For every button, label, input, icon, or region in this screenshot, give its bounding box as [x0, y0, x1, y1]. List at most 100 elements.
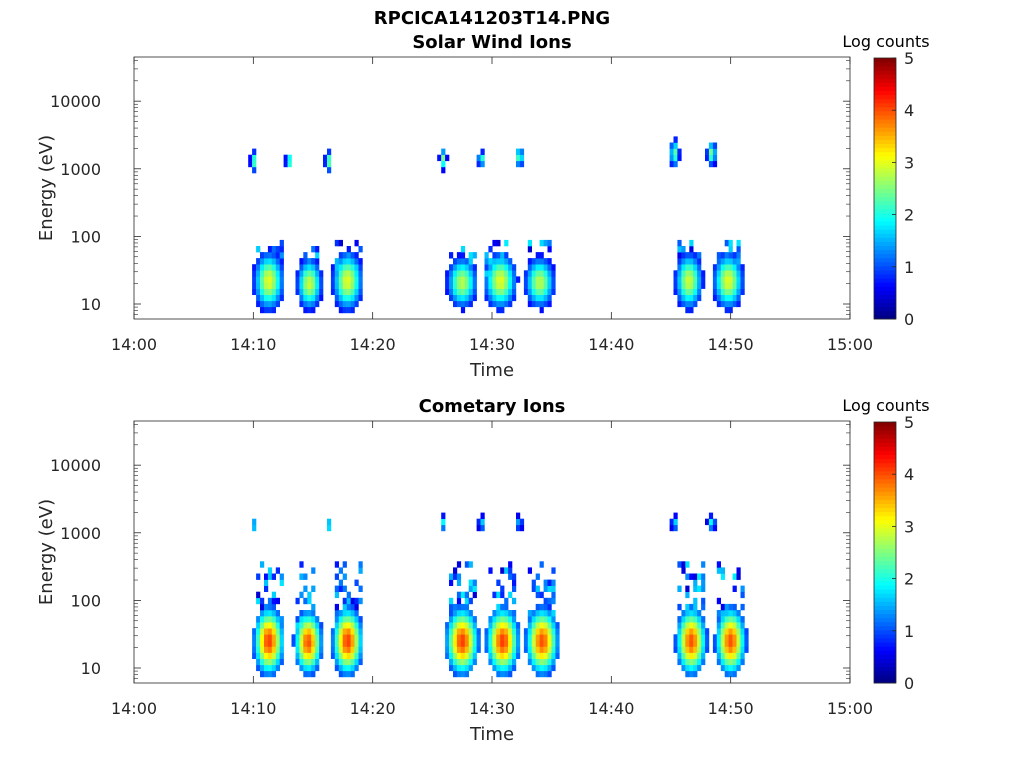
- cometary-heatmap-cell: [508, 561, 513, 568]
- cometary-heatmap-cell: [736, 622, 741, 629]
- cometary-heatmap-cell: [693, 640, 698, 647]
- cometary-heatmap-cell: [689, 646, 694, 653]
- cometary-colorbar-segment: [874, 487, 896, 492]
- solar-wind-heatmap-cell: [342, 252, 347, 259]
- solar-wind-heatmap-cell: [673, 154, 678, 162]
- cometary-heatmap-cell: [736, 573, 741, 580]
- cometary-heatmap-cell: [705, 518, 710, 526]
- solar-wind-heatmap-cell: [740, 282, 745, 289]
- solar-wind-heatmap-cell: [488, 282, 493, 289]
- cometary-heatmap-cell: [449, 616, 454, 623]
- cometary-heatmap-cell: [271, 616, 276, 623]
- cometary-heatmap-cell: [512, 622, 517, 629]
- cometary-heatmap-cell: [516, 652, 521, 659]
- cometary-heatmap-cell: [716, 640, 721, 647]
- cometary-heatmap-cell: [460, 670, 466, 678]
- cometary-heatmap-cell: [535, 652, 540, 659]
- cometary-heatmap-cell: [701, 585, 706, 592]
- cometary-heatmap-cell: [535, 603, 540, 611]
- cometary-heatmap-cell: [307, 634, 312, 641]
- cometary-heatmap-cell: [716, 628, 721, 635]
- solar-wind-colorbar-segment: [874, 188, 896, 193]
- cometary-heatmap-cell: [685, 603, 690, 611]
- cometary-heatmap-cell: [685, 585, 690, 592]
- cometary-heatmap-cell: [492, 664, 497, 672]
- cometary-heatmap-cell: [500, 628, 505, 635]
- cometary-heatmap-cell: [464, 603, 469, 611]
- solar-wind-heatmap-cell: [724, 258, 729, 265]
- cometary-heatmap-cell: [508, 664, 513, 672]
- cometary-ylabel: Energy (eV): [36, 499, 57, 605]
- solar-wind-heatmap-cell: [264, 252, 269, 259]
- solar-wind-heatmap-cell: [342, 270, 347, 277]
- solar-wind-heatmap-cell: [527, 258, 532, 265]
- cometary-heatmap-cell: [279, 616, 284, 623]
- cometary-heatmap-cell: [279, 652, 284, 659]
- cometary-heatmap-cell: [496, 591, 501, 599]
- solar-wind-colorbar-segment: [874, 229, 896, 234]
- solar-wind-colorbar-segment: [874, 86, 896, 92]
- solar-wind-heatmap-cell: [488, 246, 493, 253]
- cometary-heatmap-cell: [496, 658, 501, 666]
- cometary-heatmap-cell: [720, 640, 725, 647]
- solar-wind-x-tick-label: 14:30: [469, 335, 515, 354]
- solar-wind-colorbar-segment: [874, 98, 896, 104]
- cometary-heatmap-cell: [468, 640, 473, 647]
- cometary-heatmap-cell: [689, 652, 694, 659]
- cometary-heatmap-cell: [299, 658, 304, 666]
- cometary-heatmap-cell: [508, 622, 513, 629]
- solar-wind-heatmap-cell: [681, 288, 686, 295]
- cometary-heatmap-cell: [693, 628, 698, 635]
- solar-wind-heatmap-cell: [260, 288, 265, 295]
- cometary-heatmap-cell: [492, 610, 497, 617]
- cometary-heatmap-cell: [728, 670, 733, 678]
- solar-wind-colorbar-segment: [874, 131, 896, 136]
- cometary-heatmap-cell: [496, 670, 501, 678]
- cometary-heatmap-cell: [535, 573, 540, 580]
- cometary-heatmap-cell: [346, 622, 351, 629]
- cometary-heatmap-cell: [551, 567, 556, 574]
- cometary-x-tick-label: 14:40: [588, 699, 634, 718]
- cometary-heatmap-cell: [311, 658, 316, 666]
- solar-wind-heatmap-cell: [484, 288, 489, 295]
- cometary-heatmap-cell: [311, 610, 316, 617]
- cometary-heatmap-cell: [472, 622, 477, 629]
- solar-wind-heatmap-cell: [519, 160, 525, 168]
- cometary-heatmap-cell: [441, 518, 446, 526]
- cometary-heatmap-cell: [338, 634, 343, 641]
- cometary-heatmap-cell: [295, 622, 300, 629]
- cometary-heatmap-cell: [547, 579, 552, 586]
- solar-wind-heatmap-cell: [504, 270, 509, 277]
- cometary-heatmap-cell: [732, 622, 737, 629]
- cometary-heatmap-cell: [271, 628, 276, 635]
- cometary-heatmap-cell: [716, 622, 721, 629]
- cometary-heatmap-cell: [472, 646, 477, 653]
- solar-wind-heatmap-cell: [531, 276, 536, 283]
- cometary-heatmap-cell: [701, 579, 706, 586]
- cometary-heatmap-cell: [512, 628, 517, 635]
- cometary-heatmap-cell: [260, 561, 265, 568]
- cometary-heatmap-cell: [488, 567, 493, 574]
- cometary-heatmap-cell: [330, 646, 336, 653]
- cometary-colorbar-segment: [874, 572, 896, 578]
- cometary-colorbar-segment: [874, 634, 896, 639]
- cometary-heatmap-cell: [354, 628, 359, 635]
- cometary-heatmap-cell: [516, 640, 521, 647]
- cometary-heatmap-cell: [453, 628, 458, 635]
- solar-wind-colorbar-segment: [874, 90, 896, 96]
- cometary-heatmap-cell: [488, 640, 493, 647]
- cometary-heatmap-cell: [527, 640, 532, 647]
- solar-wind-heatmap-cell: [712, 288, 718, 295]
- solar-wind-heatmap-cell: [504, 282, 509, 289]
- cometary-heatmap-cell: [732, 664, 737, 672]
- cometary-heatmap-cell: [535, 585, 540, 592]
- cometary-colorbar-segment: [874, 446, 896, 451]
- cometary-heatmap-cell: [543, 616, 548, 623]
- solar-wind-heatmap-cell: [728, 300, 733, 308]
- cometary-x-tick-label: 14:10: [230, 699, 276, 718]
- cometary-colorbar-segment: [874, 642, 896, 647]
- cometary-heatmap-cell: [456, 610, 462, 617]
- cometary-heatmap-cell: [260, 622, 265, 629]
- cometary-colorbar-segment: [874, 438, 896, 443]
- solar-wind-heatmap-cell: [673, 160, 678, 168]
